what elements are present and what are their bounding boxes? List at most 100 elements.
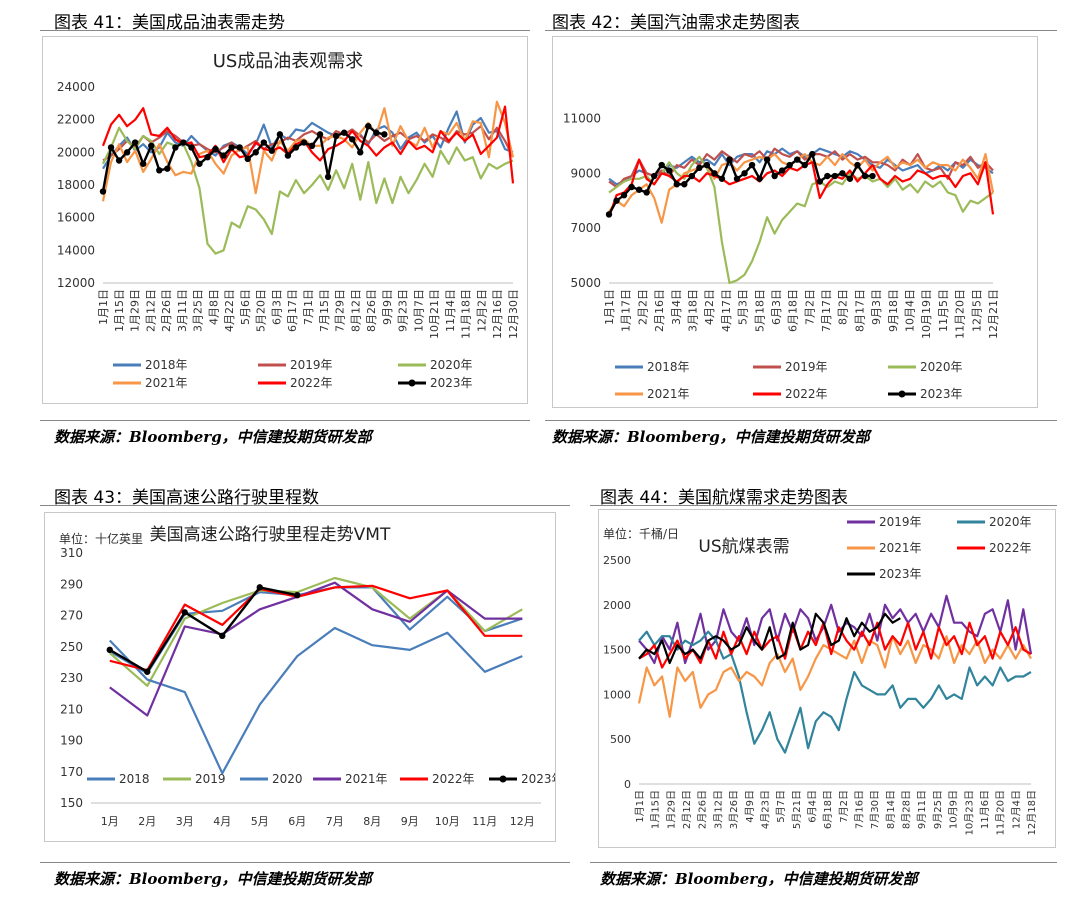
series-point: [846, 175, 854, 182]
y-tick-label: 2500: [603, 554, 631, 567]
series-point: [778, 167, 786, 174]
series-point: [204, 154, 211, 161]
figure-43-source-line: [40, 862, 570, 863]
series-point: [718, 175, 726, 182]
x-tick-label: 7月: [326, 815, 344, 828]
chart-unit-label: 单位：十亿英里: [59, 531, 143, 546]
series-line-3: [608, 152, 995, 224]
legend-label: 2018年: [145, 358, 188, 372]
series-point: [219, 632, 226, 640]
chart-42-svg: 5000 7000 9000 11000 1月1日 1月17日 2月2日 2月16日 3月4日 3…: [563, 111, 1000, 401]
figure-42-title: 图表 42：美国汽油需求走势图表: [552, 13, 801, 33]
x-tick-label: 2月2日: [636, 289, 649, 325]
x-tick-label: 10月19日: [920, 289, 933, 339]
x-tick-label: 10月23日: [963, 790, 975, 835]
series-point: [658, 161, 665, 169]
chart-unit-label: 单位：千桶/日: [603, 526, 679, 541]
x-tick-label: 3月: [176, 815, 194, 828]
x-tick-label: 6月18日: [822, 790, 834, 829]
series-point: [349, 136, 356, 143]
x-tick-label: 11月20日: [995, 790, 1007, 835]
series-line-5: [109, 586, 298, 674]
x-tick-label: 1月15日: [650, 790, 662, 829]
x-tick-label: 5月6日: [239, 289, 252, 325]
x-tick-label: 7月2日: [838, 790, 850, 823]
series-point: [809, 150, 816, 158]
series-point: [696, 164, 703, 171]
x-tick-label: 12月5日: [970, 289, 983, 332]
x-tick-label: 10月4日: [904, 289, 917, 332]
y-tick-label: 190: [60, 734, 83, 748]
y-tick-label: 7000: [570, 221, 601, 235]
series-point: [861, 172, 869, 180]
legend-label: 2019年: [785, 360, 828, 374]
x-tick-label: 6月: [288, 815, 306, 828]
figure-42-source: 数据来源：Bloomberg，中信建投期货研发部: [552, 428, 870, 446]
series-line-2: [102, 126, 514, 255]
legend-label: 2023年: [521, 772, 555, 786]
series-point: [123, 149, 131, 156]
y-tick-label: 500: [610, 733, 631, 746]
legend-label: 2023年: [920, 387, 963, 401]
x-tick-label: 3月18日: [686, 289, 699, 332]
chart-title: US成品油表观需求: [213, 51, 364, 72]
x-tick-label: 4月9日: [744, 790, 756, 823]
x-tick-label: 11月4日: [444, 289, 457, 332]
x-tick-label: 5月20日: [255, 289, 268, 332]
x-tick-label: 8月12日: [349, 289, 362, 332]
figure-43-divider: [40, 505, 570, 506]
series-point: [156, 167, 163, 174]
series-point: [756, 175, 763, 182]
series-point: [212, 145, 219, 153]
y-tick-label: 230: [60, 671, 83, 685]
series-point: [365, 123, 372, 130]
series-point: [164, 165, 171, 172]
series-line-1: [608, 147, 994, 189]
y-tick-label: 270: [60, 609, 83, 623]
figure-43-source: 数据来源：Bloomberg，中信建投期货研发部: [54, 870, 372, 888]
chart-42-frame: 5000 7000 9000 11000 1月1日 1月17日 2月2日 2月16日 3月4日 3…: [552, 36, 1038, 408]
x-tick-label: 7月17日: [820, 289, 833, 332]
legend-label: 2019年: [879, 515, 922, 529]
series-line-3: [101, 100, 515, 202]
x-tick-label: 12月4日: [1010, 790, 1022, 829]
series-point: [726, 156, 733, 163]
y-tick-label: 18000: [57, 178, 95, 192]
series-point: [244, 155, 251, 163]
series-point: [688, 172, 696, 180]
series-point: [196, 160, 203, 167]
x-tick-label: 6月17日: [286, 289, 299, 332]
figure-44-title: 图表 44：美国航煤需求走势图表: [600, 488, 849, 508]
figure-42-source-line: [545, 420, 1057, 421]
series-point: [106, 646, 113, 654]
x-tick-label: 11月20日: [954, 289, 967, 339]
series-point: [284, 152, 292, 159]
series-point: [763, 156, 771, 163]
series-point: [711, 170, 718, 177]
x-tick-label: 1月: [101, 815, 119, 828]
y-tick-label: 250: [60, 640, 83, 654]
x-tick-label: 4月17日: [720, 289, 733, 332]
legend-label: 2018: [119, 772, 150, 786]
series-point: [643, 189, 650, 196]
x-tick-label: 4月2日: [703, 289, 716, 325]
legend-label: 2022年: [290, 376, 333, 390]
series-point: [256, 584, 263, 591]
legend-label: 2021年: [345, 772, 388, 786]
y-tick-label: 22000: [57, 113, 95, 127]
series-point: [801, 161, 808, 169]
x-tick-label: 1月1日: [97, 289, 110, 325]
series-point: [628, 183, 635, 191]
x-tick-label: 7月16日: [854, 790, 866, 829]
x-tick-label: 12月2日: [475, 289, 488, 332]
series-point: [786, 161, 793, 169]
series-point: [148, 142, 155, 149]
series-point: [741, 170, 748, 177]
series-point: [620, 192, 628, 199]
x-tick-label: 4月8日: [207, 289, 220, 325]
legend-label: 2019年: [290, 358, 333, 372]
chart-44-frame: US航煤表需 单位：千桶/日 0 500 1000 1500 2000 2500 1月1日 1月1…: [598, 509, 1056, 848]
series-point: [854, 161, 861, 169]
x-tick-label: 12月21日: [987, 289, 1000, 339]
figure-41-title: 图表 41：美国成品油表需走势: [54, 13, 286, 33]
